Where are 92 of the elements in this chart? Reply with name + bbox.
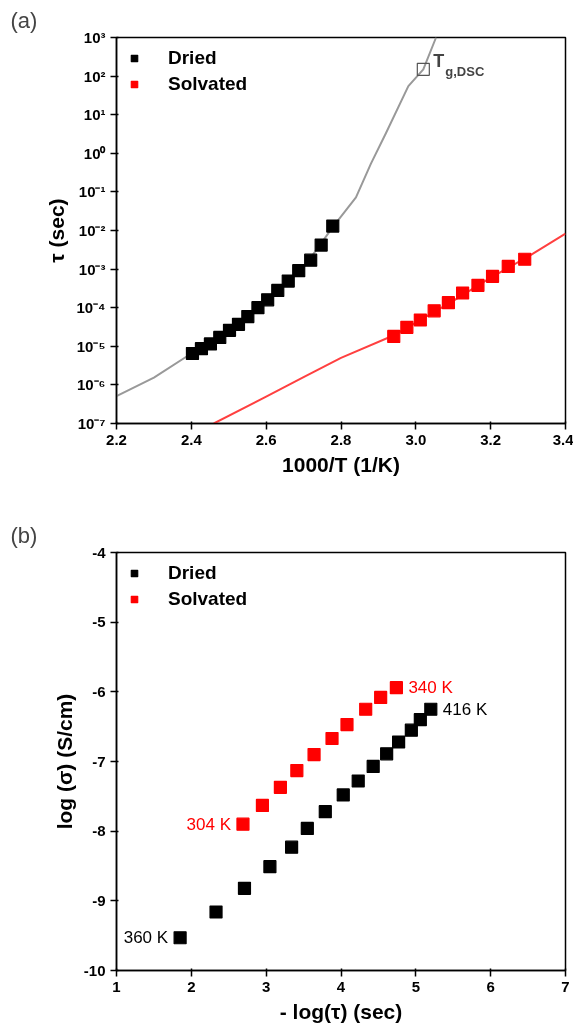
point <box>290 763 304 778</box>
y-tick-label: 10⁻⁷ <box>77 415 106 432</box>
y-tick-label: -9 <box>92 891 106 909</box>
x-tick-label: 3 <box>262 977 271 995</box>
point <box>374 690 388 705</box>
point <box>255 798 270 812</box>
x-axis-title: 1000/T (1/K) <box>282 452 400 476</box>
point <box>400 320 414 334</box>
point <box>326 219 340 233</box>
y-tick-label: 10² <box>83 67 106 85</box>
y-tick-label: -4 <box>92 543 107 561</box>
point <box>304 253 318 267</box>
point <box>263 860 277 874</box>
point <box>485 269 500 283</box>
x-tick-label: 5 <box>411 977 421 995</box>
x-tick-label: 2.8 <box>330 430 352 448</box>
point <box>366 759 380 773</box>
annotation: 416 K <box>442 699 488 719</box>
x-tick-label: 3.2 <box>480 430 502 448</box>
point <box>173 931 187 945</box>
x-axis-title: - log(τ) (sec) <box>279 999 403 1023</box>
x-tick-label: 3.0 <box>405 430 427 448</box>
line-series <box>212 232 566 424</box>
point <box>281 274 295 288</box>
point <box>300 821 314 835</box>
y-tick-label: 10⁻⁴ <box>76 299 106 317</box>
point <box>340 717 354 732</box>
y-tick-label: -10 <box>83 961 106 979</box>
point <box>336 788 350 802</box>
point <box>236 817 250 831</box>
y-tick-label: -8 <box>92 822 106 840</box>
legend-label: Dried <box>168 562 217 584</box>
annotation: 360 K <box>123 928 169 948</box>
point <box>424 702 438 716</box>
point <box>271 283 285 298</box>
point <box>389 681 403 695</box>
point <box>441 296 455 310</box>
point <box>387 329 401 344</box>
x-tick-label: 7 <box>561 977 570 995</box>
point <box>261 293 275 307</box>
x-tick-label: 2.2 <box>106 430 127 448</box>
point <box>501 259 515 274</box>
point <box>307 747 321 762</box>
point <box>471 278 485 292</box>
point <box>314 238 328 252</box>
point <box>518 252 532 266</box>
annotation: 304 K <box>186 814 232 834</box>
y-tick-label: 10⁻¹ <box>78 183 106 201</box>
point <box>413 713 427 727</box>
y-tick-label: 10⁻⁵ <box>76 337 106 355</box>
point <box>404 723 418 737</box>
annotation: 340 K <box>408 678 454 698</box>
legend-label: Dried <box>168 47 217 69</box>
x-tick-label: 6 <box>486 977 495 995</box>
x-tick-label: 2.6 <box>255 430 277 448</box>
x-tick-label: 2 <box>187 977 196 995</box>
point <box>273 780 287 794</box>
y-tick-label: -7 <box>92 752 106 770</box>
point <box>251 301 265 315</box>
x-tick-label: 2.4 <box>180 430 203 448</box>
legend-label: Solvated <box>168 73 248 95</box>
y-tick-label: -6 <box>92 682 106 700</box>
chart-title: (a) <box>10 7 38 33</box>
point <box>292 264 306 278</box>
point <box>413 313 427 327</box>
x-tick-label: 1 <box>112 977 121 995</box>
point <box>359 702 373 716</box>
point <box>237 881 252 895</box>
point <box>209 905 223 919</box>
point <box>318 805 332 819</box>
y-tick-label: 10⁰ <box>83 144 107 162</box>
point <box>380 747 394 761</box>
point <box>351 774 365 788</box>
y-axis-title: log (σ) (S/cm) <box>52 693 76 830</box>
point <box>427 304 441 318</box>
y-tick-label: 10⁻⁶ <box>76 376 106 394</box>
y-tick-label: -5 <box>92 613 106 631</box>
legend-label: Solvated <box>168 588 248 610</box>
y-tick-label: 10⁻³ <box>78 260 106 278</box>
point <box>392 735 406 749</box>
point <box>325 731 339 746</box>
point <box>456 286 470 300</box>
chart-title: (b) <box>10 522 38 548</box>
point <box>416 62 430 76</box>
point <box>241 309 255 324</box>
x-tick-label: 4 <box>336 977 346 995</box>
y-axis-title: τ (sec) <box>45 198 69 263</box>
point <box>285 840 299 854</box>
x-tick-label: 3.4 <box>552 430 573 448</box>
y-tick-label: 10¹ <box>83 106 106 124</box>
y-tick-label: 10³ <box>83 29 106 46</box>
y-tick-label: 10⁻² <box>78 222 106 239</box>
